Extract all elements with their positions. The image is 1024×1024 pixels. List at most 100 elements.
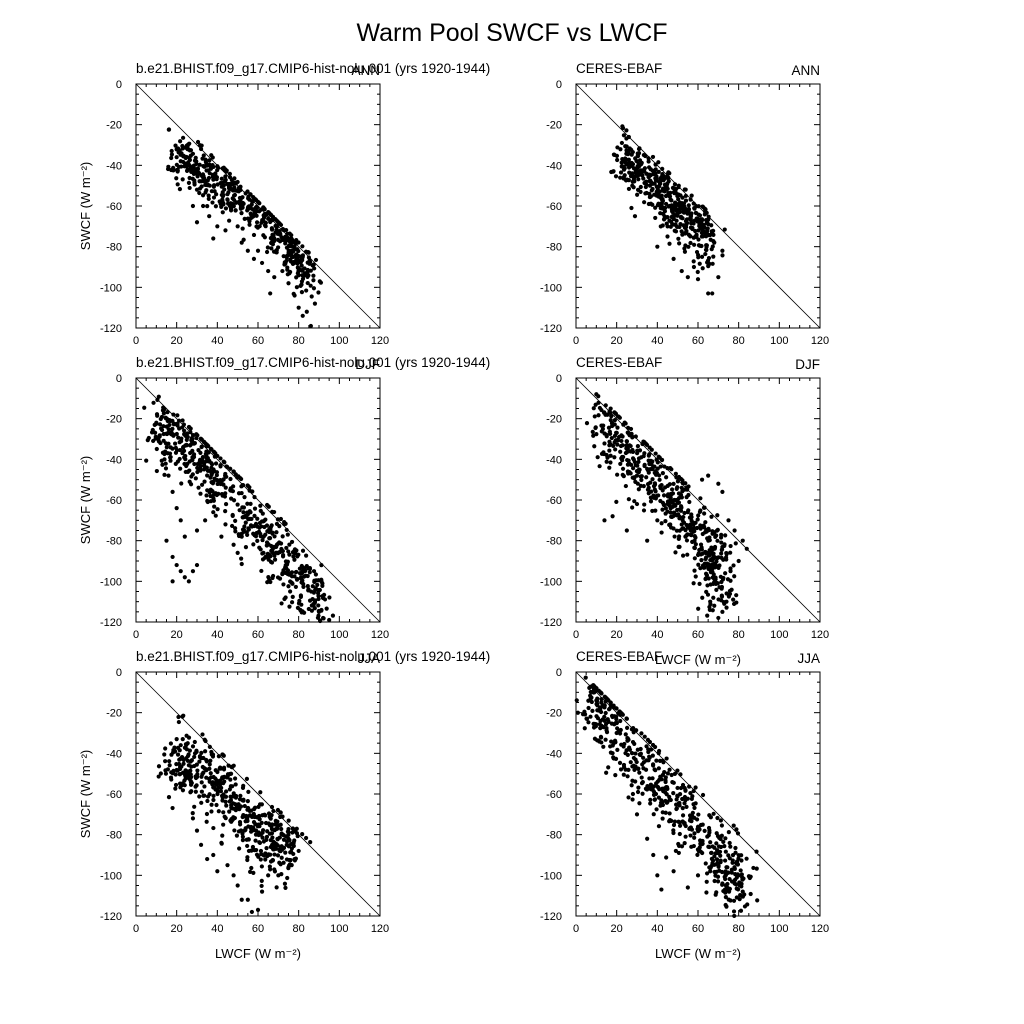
scatter-point — [754, 849, 759, 854]
scatter-point — [663, 519, 668, 524]
scatter-point — [197, 759, 202, 764]
scatter-point — [643, 184, 648, 190]
scatter-point — [204, 465, 209, 470]
scatter-point — [592, 721, 597, 727]
scatter-point — [205, 856, 210, 862]
scatter-point — [674, 802, 679, 807]
scatter-point — [247, 197, 252, 202]
scatter-point — [636, 459, 641, 465]
scatter-point — [660, 800, 665, 805]
scatter-point — [632, 475, 637, 480]
panel-left-label: CERES-EBAF — [576, 61, 662, 76]
scatter-point — [272, 275, 277, 280]
scatter-point — [236, 829, 241, 834]
scatter-point — [678, 476, 684, 482]
scatter-point — [684, 538, 690, 543]
scatter-point — [156, 764, 162, 769]
scatter-point — [296, 240, 301, 245]
scatter-point — [194, 187, 200, 192]
scatter-point — [747, 875, 752, 881]
scatter-point — [170, 489, 175, 494]
scatter-point — [740, 889, 745, 894]
scatter-point — [608, 460, 613, 465]
scatter-point — [315, 615, 321, 620]
scatter-point — [247, 222, 252, 227]
scatter-point — [220, 210, 225, 215]
scatter-point — [649, 747, 654, 752]
scatter-point — [231, 484, 236, 489]
scatter-point — [635, 747, 640, 752]
scatter-point — [243, 191, 248, 196]
scatter-point — [724, 552, 729, 557]
scatter-point — [245, 510, 250, 515]
scatter-point — [178, 139, 183, 144]
scatter-point — [164, 445, 169, 450]
scatter-point — [638, 184, 643, 190]
scatter-point — [244, 776, 250, 781]
scatter-point — [227, 171, 232, 176]
scatter-point — [720, 253, 725, 258]
scatter-point — [646, 485, 651, 490]
scatter-point — [300, 548, 306, 553]
scatter-point — [163, 415, 168, 420]
scatter-point — [251, 826, 256, 832]
scatter-point — [166, 441, 171, 446]
scatter-point — [272, 867, 277, 872]
scatter-point — [710, 529, 715, 534]
scatter-point — [646, 201, 651, 207]
scatter-point — [251, 542, 256, 547]
scatter-point — [644, 758, 649, 763]
scatter-point — [648, 499, 654, 504]
scatter-point — [206, 182, 211, 188]
scatter-point — [720, 609, 725, 614]
scatter-point — [155, 397, 160, 403]
scatter-point — [241, 505, 247, 510]
scatter-point — [633, 434, 638, 439]
scatter-point — [200, 193, 206, 198]
x-tick-label: 80 — [293, 629, 305, 641]
scatter-point — [630, 171, 635, 176]
scatter-point — [257, 520, 263, 526]
scatter-point — [211, 184, 216, 189]
scatter-point — [689, 819, 694, 824]
scatter-point — [684, 522, 689, 528]
scatter-point — [678, 504, 684, 509]
scatter-point — [292, 856, 297, 862]
scatter-point — [631, 185, 636, 190]
scatter-point — [175, 768, 180, 773]
scatter-point — [270, 550, 276, 556]
scatter-point — [659, 457, 665, 463]
x-tick-label: 120 — [371, 923, 389, 935]
scatter-point — [638, 474, 643, 479]
scatter-point — [289, 539, 295, 545]
scatter-point — [242, 216, 247, 222]
scatter-point — [190, 203, 196, 209]
scatter-point — [280, 554, 286, 559]
scatter-point — [223, 501, 229, 507]
scatter-point — [205, 798, 210, 804]
scatter-point — [289, 600, 295, 605]
scatter-point — [671, 256, 676, 261]
scatter-point — [180, 450, 185, 456]
scatter-point — [689, 193, 694, 198]
scatter-point — [280, 268, 285, 274]
scatter-point — [180, 146, 185, 151]
x-tick-label: 0 — [133, 923, 139, 935]
scatter-points — [156, 713, 313, 915]
scatter-point — [692, 835, 697, 840]
scatter-point — [732, 913, 737, 919]
scatter-point — [142, 405, 147, 410]
scatter-point — [612, 455, 617, 460]
scatter-point — [194, 748, 199, 753]
scatter-point — [307, 258, 312, 263]
x-tick-label: 80 — [733, 629, 745, 641]
scatter-point — [714, 587, 719, 592]
scatter-point — [259, 878, 264, 883]
scatter-point — [733, 845, 738, 851]
scatter-point — [193, 789, 198, 794]
scatter-point — [175, 752, 181, 757]
scatter-point — [731, 898, 737, 903]
scatter-point — [705, 563, 710, 569]
scatter-point — [696, 228, 701, 233]
scatter-point — [691, 259, 696, 264]
